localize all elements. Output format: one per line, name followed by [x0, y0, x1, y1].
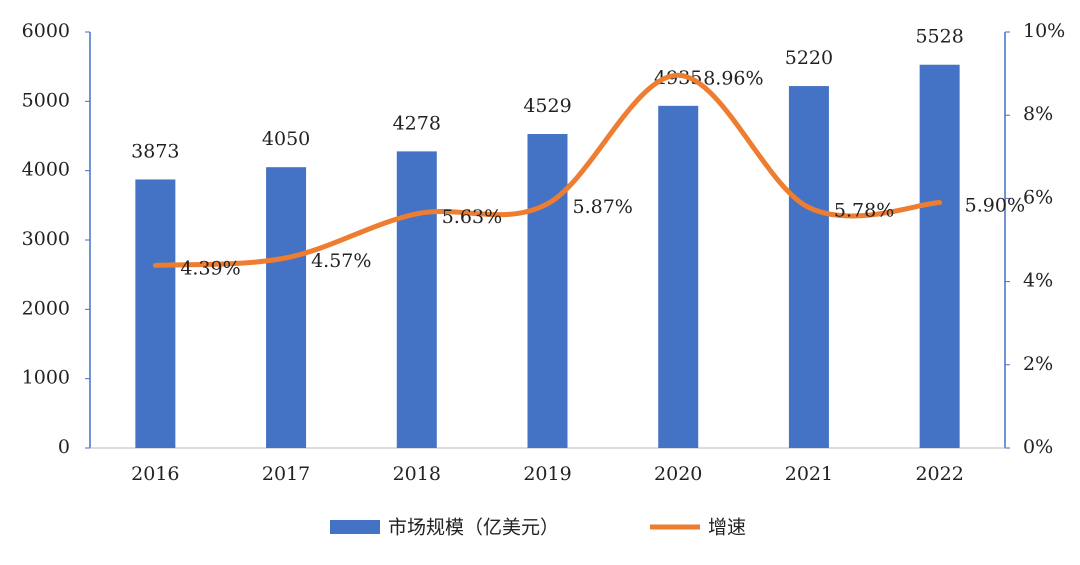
bar: [658, 105, 699, 448]
bar-value-label: 4278: [393, 112, 441, 134]
x-tick-label: 2021: [785, 463, 833, 485]
bar: [266, 167, 307, 448]
y2-tick-label: 8%: [1023, 103, 1053, 125]
x-tick-label: 2019: [523, 463, 571, 485]
bar-value-label: 4050: [262, 128, 310, 150]
legend-label: 增速: [708, 517, 746, 539]
x-tick-label: 2017: [262, 463, 310, 485]
legend-label: 市场规模（亿美元）: [388, 517, 559, 539]
line-value-label: 5.87%: [573, 196, 633, 218]
legend-swatch: [330, 520, 380, 534]
bar: [527, 133, 568, 449]
y-tick-label: 3000: [22, 228, 70, 250]
y-tick-label: 0: [58, 436, 70, 458]
bar: [788, 86, 829, 448]
line-value-label: 5.63%: [442, 206, 502, 228]
line-value-label: 5.78%: [834, 200, 894, 222]
bar: [135, 179, 176, 449]
line-value-label: 4.39%: [180, 257, 240, 279]
line-value-label: 4.57%: [311, 250, 371, 272]
y2-tick-label: 10%: [1023, 20, 1065, 42]
x-tick-label: 2020: [654, 463, 702, 485]
bar-value-label: 4529: [523, 95, 571, 117]
bar-value-label: 5220: [785, 47, 833, 69]
x-tick-label: 2016: [131, 463, 179, 485]
y-tick-label: 1000: [22, 367, 70, 389]
growth-line: [152, 72, 943, 268]
bar-value-label: 5528: [915, 26, 963, 48]
y-tick-label: 5000: [22, 89, 70, 111]
y2-tick-label: 6%: [1023, 186, 1053, 208]
y2-tick-label: 4%: [1023, 270, 1053, 292]
x-tick-label: 2018: [393, 463, 441, 485]
line-value-label: 5.90%: [965, 195, 1025, 217]
x-tick-label: 2022: [915, 463, 963, 485]
y-tick-label: 4000: [22, 159, 70, 181]
line-value-label: 8.96%: [703, 67, 763, 89]
bar: [919, 64, 960, 448]
y2-tick-label: 2%: [1023, 353, 1053, 375]
y-tick-label: 2000: [22, 297, 70, 319]
bar-value-label: 3873: [131, 140, 179, 162]
bar: [396, 151, 437, 448]
bar-value-label: 4935: [654, 67, 702, 89]
y-tick-label: 6000: [22, 20, 70, 42]
y2-tick-label: 0%: [1023, 436, 1053, 458]
